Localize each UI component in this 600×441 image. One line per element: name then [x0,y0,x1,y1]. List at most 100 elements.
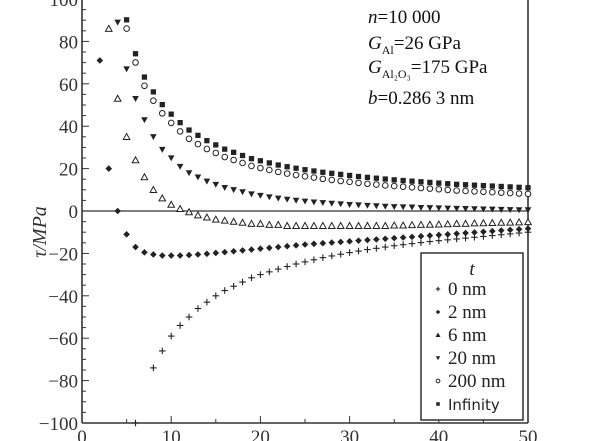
circle-marker [132,59,139,66]
triangle-down-marker [337,201,344,208]
square-marker [275,162,281,168]
triangle-up-marker [202,213,212,221]
diamond-marker [355,237,362,244]
x-tick-label: 40 [429,427,448,441]
square-marker [302,167,308,173]
square-marker [400,177,406,184]
triangle-down-marker [408,204,416,211]
triangle-up-marker [443,219,452,228]
circle-marker [435,185,443,193]
square-marker [382,176,388,182]
triangle-up-marker [435,332,441,337]
circle-marker [176,128,184,135]
plus-marker [390,242,398,250]
circle-marker [123,25,130,32]
x-tick-label: 30 [340,427,359,441]
triangle-down-marker [471,206,478,213]
plus-marker [292,260,300,268]
triangle-up-marker [372,221,381,229]
square-marker [257,158,264,164]
diamond-marker [141,249,148,256]
triangle-up-marker [514,217,524,226]
plus-marker [319,254,327,261]
diamond-marker [373,236,380,243]
square-marker [123,17,130,23]
series-20-nm [114,19,532,214]
square-marker [427,179,433,186]
square-marker [329,170,335,176]
circle-marker [390,182,398,190]
plus-marker [301,258,309,266]
triangle-up-marker [113,94,122,102]
circle-marker [417,184,425,192]
diamond-marker [185,251,193,259]
diamond-marker [248,246,255,253]
triangle-down-marker [301,198,309,205]
y-axis-label: τ/MPa [29,206,51,258]
plus-marker [364,246,371,253]
triangle-up-marker [381,221,390,229]
circle-marker [489,188,496,196]
diamond-marker [444,231,452,238]
y-tick-label: 60 [59,75,78,96]
plus-marker [373,245,380,252]
circle-marker [435,378,441,384]
triangle-down-marker [203,178,211,185]
diamond-marker [381,235,389,243]
diamond-marker [453,230,460,237]
triangle-down-marker [364,202,371,209]
square-marker [213,142,219,148]
triangle-down-marker [453,205,460,212]
triangle-up-marker [265,220,274,228]
square-marker [168,111,174,117]
circle-marker [337,177,344,185]
triangle-up-marker [220,216,229,224]
circle-marker [141,82,148,90]
triangle-down-marker [167,155,175,162]
square-marker [293,165,299,171]
plus-marker [230,282,237,290]
square-marker [231,149,237,155]
triangle-up-marker [131,155,140,164]
circle-marker [426,185,434,192]
square-marker [195,132,201,138]
legend-entry-label: 6 nm [448,325,487,346]
diamond-marker [399,234,407,241]
diamond-marker [515,225,523,233]
triangle-up-marker [523,217,533,226]
square-marker [159,101,165,108]
circle-marker [230,156,237,164]
circle-marker [203,145,211,153]
plus-marker [435,237,443,244]
square-marker [141,74,148,80]
plus-marker [167,332,175,340]
triangle-up-marker [158,193,167,202]
y-tick-label: 20 [59,160,78,181]
plus-marker [399,241,407,249]
plus-marker [283,263,291,270]
circle-marker [266,166,273,174]
triangle-up-marker [256,219,265,227]
circle-marker [283,170,291,177]
triangle-up-marker [229,217,238,225]
circle-marker [381,182,389,189]
triangle-down-marker [497,206,505,213]
triangle-up-marker [300,221,310,229]
diamond-marker [426,232,434,239]
square-marker [266,160,272,166]
square-marker [418,179,424,185]
circle-marker [185,135,193,143]
triangle-down-marker [426,205,434,212]
circle-marker [328,176,336,184]
square-marker [204,138,210,144]
x-tick-label: 10 [162,427,181,441]
triangle-up-marker [283,221,292,229]
diamond-marker [319,239,327,247]
triangle-down-marker [515,207,523,214]
circle-marker [453,187,460,194]
triangle-down-marker [185,170,193,177]
circle-marker [408,184,416,191]
circle-marker [471,188,478,195]
diamond-marker [310,240,318,248]
